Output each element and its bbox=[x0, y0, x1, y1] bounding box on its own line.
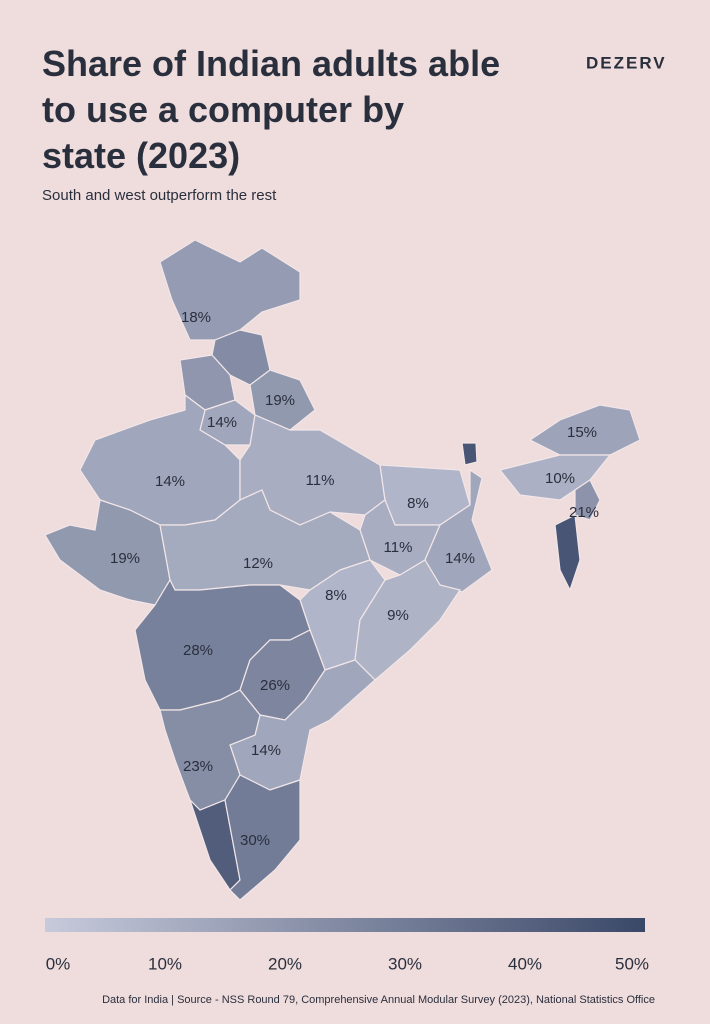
region bbox=[159, 239, 301, 341]
region-label: 10% bbox=[545, 470, 575, 487]
scale-tick-label: 0% bbox=[46, 954, 71, 973]
title: Share of Indian adults able to use a comp… bbox=[42, 43, 500, 176]
color-scale bbox=[45, 918, 645, 932]
region-label: 12% bbox=[243, 555, 273, 572]
region-label: 14% bbox=[155, 473, 185, 490]
region bbox=[354, 559, 461, 681]
region-label: 19% bbox=[265, 392, 295, 409]
region-label: 9% bbox=[387, 607, 409, 624]
region-label: 30% bbox=[240, 832, 270, 849]
region-label: 15% bbox=[567, 424, 597, 441]
region-label: 11% bbox=[384, 539, 413, 556]
brand: DEZERV bbox=[586, 53, 667, 72]
scale-ticks: 0% 10% 20% 30% 40% 50% bbox=[46, 954, 649, 973]
region-label: 14% bbox=[445, 550, 475, 567]
region-label: 23% bbox=[183, 758, 213, 775]
region-label: 14% bbox=[251, 742, 281, 759]
source: Data for India | Source - NSS Round 79, … bbox=[102, 994, 655, 1006]
region-labels: 18% 19% 14% 14% 11% 8% 11% 14% 19% 12% 8… bbox=[110, 309, 599, 849]
scale-tick-label: 30% bbox=[388, 954, 422, 973]
region-label: 8% bbox=[325, 587, 347, 604]
map bbox=[44, 239, 641, 901]
region bbox=[224, 774, 301, 901]
title-line: Share of Indian adults able bbox=[42, 43, 500, 84]
scale-tick-label: 20% bbox=[268, 954, 302, 973]
region-label: 28% bbox=[183, 642, 213, 659]
region-label: 26% bbox=[260, 677, 290, 694]
scale-tick-label: 40% bbox=[508, 954, 542, 973]
region-label: 11% bbox=[306, 472, 335, 489]
region-label: 19% bbox=[110, 550, 140, 567]
scale-tick-label: 50% bbox=[615, 954, 649, 973]
scale-tick-label: 10% bbox=[148, 954, 182, 973]
region bbox=[159, 689, 261, 811]
region bbox=[461, 442, 478, 466]
region bbox=[554, 514, 581, 592]
region-label: 18% bbox=[181, 309, 211, 326]
region-label: 8% bbox=[407, 495, 429, 512]
subtitle: South and west outperform the rest bbox=[42, 187, 277, 204]
title-line: to use a computer by bbox=[42, 89, 404, 130]
region bbox=[574, 479, 601, 521]
title-line: state (2023) bbox=[42, 135, 240, 176]
region-label: 14% bbox=[207, 414, 237, 431]
region-label: 21% bbox=[569, 504, 599, 521]
